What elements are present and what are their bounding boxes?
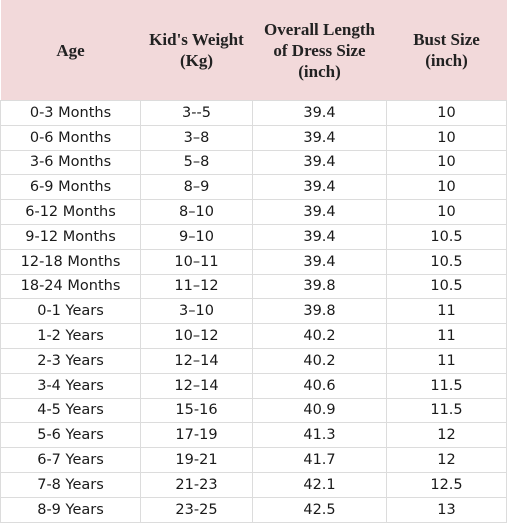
table-cell: 3-6 Months bbox=[0, 149, 141, 176]
header-row: Age Kid's Weight (Kg) Overall Length of Dr… bbox=[0, 0, 507, 101]
table-row: 0-1 Years 3–10 39.8 11 bbox=[0, 298, 507, 325]
table-cell: 10 bbox=[386, 174, 507, 201]
table-cell: 10 bbox=[386, 199, 507, 225]
table-cell: 0-3 Months bbox=[0, 100, 141, 126]
table-row: 2-3 Years 12–14 40.2 11 bbox=[0, 347, 507, 374]
table-cell: 3–8 bbox=[140, 124, 253, 151]
table-cell: 39.4 bbox=[252, 100, 387, 126]
table-cell: 8-9 Years bbox=[0, 496, 141, 523]
table-row: 6-12 Months 8–10 39.4 10 bbox=[0, 199, 507, 225]
table-cell: 40.6 bbox=[252, 372, 387, 399]
table-cell: 10.5 bbox=[386, 223, 507, 250]
table-cell: 5–8 bbox=[140, 149, 253, 176]
table-cell: 10.5 bbox=[386, 273, 507, 300]
table-cell: 5-6 Years bbox=[0, 422, 141, 449]
table-cell: 11 bbox=[386, 347, 507, 374]
table-cell: 41.7 bbox=[252, 447, 387, 473]
table-cell: 39.8 bbox=[252, 298, 387, 325]
table-cell: 0-1 Years bbox=[0, 298, 141, 325]
table-cell: 40.2 bbox=[252, 347, 387, 374]
header-cell: Overall Length of Dress Size (inch) bbox=[252, 0, 387, 101]
table-cell: 42.5 bbox=[252, 496, 387, 523]
table-cell: 10–11 bbox=[140, 248, 253, 275]
table-cell: 39.4 bbox=[252, 149, 387, 176]
table-row: 3-4 Years 12–14 40.6 11.5 bbox=[0, 372, 507, 399]
table-cell: 39.8 bbox=[252, 273, 387, 300]
table-row: 7-8 Years 21-23 42.1 12.5 bbox=[0, 471, 507, 498]
table-row: 9-12 Months 9–10 39.4 10.5 bbox=[0, 223, 507, 250]
table-row: 4-5 Years 15-16 40.9 11.5 bbox=[0, 397, 507, 424]
table-cell: 23-25 bbox=[140, 496, 253, 523]
header-cell: Age bbox=[0, 0, 141, 101]
table-row: 1-2 Years 10–12 40.2 11 bbox=[0, 323, 507, 349]
table-cell: 2-3 Years bbox=[0, 347, 141, 374]
table-cell: 11 bbox=[386, 298, 507, 325]
table-cell: 8–9 bbox=[140, 174, 253, 201]
table-cell: 12 bbox=[386, 447, 507, 473]
table-cell: 42.1 bbox=[252, 471, 387, 498]
table-cell: 39.4 bbox=[252, 174, 387, 201]
table-cell: 11.5 bbox=[386, 397, 507, 424]
table-cell: 21-23 bbox=[140, 471, 253, 498]
table-cell: 12-18 Months bbox=[0, 248, 141, 275]
table-cell: 11.5 bbox=[386, 372, 507, 399]
table-cell: 6-9 Months bbox=[0, 174, 141, 201]
table-cell: 9–10 bbox=[140, 223, 253, 250]
table-cell: 40.9 bbox=[252, 397, 387, 424]
table-row: 12-18 Months 10–11 39.4 10.5 bbox=[0, 248, 507, 275]
table-cell: 12 bbox=[386, 422, 507, 449]
table-row: 3-6 Months 5–8 39.4 10 bbox=[0, 149, 507, 176]
table-cell: 12.5 bbox=[386, 471, 507, 498]
table-cell: 12–14 bbox=[140, 347, 253, 374]
table-cell: 1-2 Years bbox=[0, 323, 141, 349]
table-row: 0-6 Months 3–8 39.4 10 bbox=[0, 124, 507, 151]
header-cell: Kid's Weight (Kg) bbox=[140, 0, 253, 101]
table-cell: 17-19 bbox=[140, 422, 253, 449]
table-cell: 39.4 bbox=[252, 199, 387, 225]
table-cell: 8–10 bbox=[140, 199, 253, 225]
table-cell: 10 bbox=[386, 149, 507, 176]
table-row: 6-9 Months 8–9 39.4 10 bbox=[0, 174, 507, 201]
table-cell: 11 bbox=[386, 323, 507, 349]
table-cell: 3-4 Years bbox=[0, 372, 141, 399]
table-cell: 10–12 bbox=[140, 323, 253, 349]
table-row: 8-9 Years 23-25 42.5 13 bbox=[0, 496, 507, 523]
table-cell: 0-6 Months bbox=[0, 124, 141, 151]
table-row: 6-7 Years 19-21 41.7 12 bbox=[0, 447, 507, 473]
table-cell: 10.5 bbox=[386, 248, 507, 275]
table-cell: 11–12 bbox=[140, 273, 253, 300]
table-cell: 15-16 bbox=[140, 397, 253, 424]
table-cell: 10 bbox=[386, 124, 507, 151]
table-cell: 39.4 bbox=[252, 248, 387, 275]
table-cell: 3–10 bbox=[140, 298, 253, 325]
table-cell: 13 bbox=[386, 496, 507, 523]
table-cell: 3--5 bbox=[140, 100, 253, 126]
table-row: 0-3 Months 3--5 39.4 10 bbox=[0, 100, 507, 126]
table-row: 5-6 Years 17-19 41.3 12 bbox=[0, 422, 507, 449]
table-cell: 12–14 bbox=[140, 372, 253, 399]
table-cell: 7-8 Years bbox=[0, 471, 141, 498]
table-cell: 6-12 Months bbox=[0, 199, 141, 225]
table-body: 0-3 Months 3--5 39.4 10 0-6 Months 3–8 39.4 10 3… bbox=[0, 100, 507, 523]
table-cell: 19-21 bbox=[140, 447, 253, 473]
table-cell: 40.2 bbox=[252, 323, 387, 349]
table-cell: 39.4 bbox=[252, 124, 387, 151]
table-cell: 4-5 Years bbox=[0, 397, 141, 424]
table-cell: 39.4 bbox=[252, 223, 387, 250]
table-cell: 6-7 Years bbox=[0, 447, 141, 473]
table-row: 18-24 Months 11–12 39.8 10.5 bbox=[0, 273, 507, 300]
table-cell: 18-24 Months bbox=[0, 273, 141, 300]
header-cell: Bust Size (inch) bbox=[386, 0, 507, 101]
table-cell: 10 bbox=[386, 100, 507, 126]
table-cell: 41.3 bbox=[252, 422, 387, 449]
table-cell: 9-12 Months bbox=[0, 223, 141, 250]
